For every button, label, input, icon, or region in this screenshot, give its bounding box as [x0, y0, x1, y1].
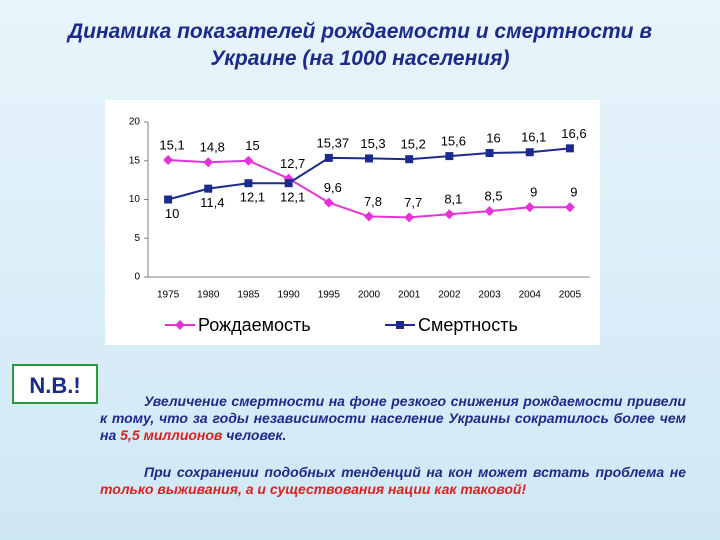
data-label: 7,8 [364, 194, 382, 209]
highlight-text: 5,5 миллионов [120, 427, 223, 443]
data-label: 15 [245, 138, 259, 153]
data-label: 9 [570, 185, 577, 200]
data-label: 16,6 [561, 126, 586, 141]
data-label: 15,3 [360, 136, 385, 151]
data-label: 11,4 [200, 195, 224, 210]
data-label: 9,6 [324, 180, 342, 195]
y-tick-label: 10 [129, 194, 141, 205]
data-label: 15,6 [441, 134, 466, 149]
y-tick-label: 5 [134, 233, 140, 244]
y-tick-label: 20 [129, 117, 141, 128]
data-label: 15,1 [159, 137, 184, 152]
marker [564, 202, 575, 213]
legend-marker [175, 320, 185, 330]
note-text: Увеличение смертности на фоне резкого сн… [100, 393, 686, 443]
x-tick-label: 2002 [438, 290, 461, 301]
marker [524, 202, 535, 213]
highlight-text: только выживания, а и существования наци… [100, 481, 527, 497]
x-tick-label: 2004 [519, 290, 542, 301]
x-tick-label: 2000 [358, 290, 381, 301]
data-label: 12,1 [240, 190, 265, 205]
marker [444, 209, 455, 220]
marker [284, 179, 293, 188]
note-paragraph: При сохранении подобных тенденций на кон… [100, 464, 686, 498]
legend-marker [396, 321, 404, 329]
marker [364, 211, 374, 222]
marker [484, 206, 495, 217]
note-text: При сохранении подобных тенденций на кон… [144, 464, 686, 480]
marker [323, 197, 334, 208]
legend-label: Смертность [418, 315, 518, 335]
marker [404, 212, 415, 223]
marker [203, 157, 214, 168]
data-label: 15,37 [317, 135, 350, 150]
marker [244, 179, 253, 188]
note-paragraph: Увеличение смертности на фоне резкого сн… [100, 393, 686, 444]
data-label: 10 [165, 206, 179, 221]
data-label: 12,7 [280, 156, 305, 171]
marker [164, 195, 173, 204]
data-label: 12,1 [280, 190, 305, 205]
chart-area [105, 100, 600, 345]
chart-title: Динамика показателей рождаемости и смерт… [67, 20, 653, 70]
data-label: 8,1 [444, 192, 462, 207]
x-tick-label: 2005 [559, 290, 582, 301]
marker [324, 153, 333, 162]
marker [445, 152, 454, 161]
marker [204, 184, 213, 193]
notes: Увеличение смертности на фоне резкого сн… [100, 393, 686, 518]
marker [243, 155, 254, 166]
marker [365, 154, 373, 163]
data-label: 15,2 [401, 137, 426, 152]
data-label: 8,5 [485, 189, 503, 204]
x-tick-label: 1995 [318, 290, 341, 301]
marker [163, 154, 174, 165]
marker [565, 144, 574, 153]
y-tick-label: 0 [134, 272, 140, 283]
marker [405, 155, 414, 164]
x-tick-label: 1980 [197, 290, 220, 301]
data-label: 7,7 [404, 195, 422, 210]
legend-label: Рождаемость [198, 315, 311, 335]
x-tick-label: 1990 [278, 290, 301, 301]
x-tick-label: 2001 [398, 290, 421, 301]
x-tick-label: 1985 [237, 290, 260, 301]
data-label: 16 [486, 130, 500, 145]
x-tick-label: 2003 [478, 290, 501, 301]
data-label: 9 [530, 185, 537, 200]
marker [525, 148, 534, 157]
x-tick-label: 1975 [157, 290, 180, 301]
note-text: человек. [222, 427, 287, 443]
data-label: 14,8 [200, 140, 225, 155]
marker [485, 149, 494, 157]
nb-label: N.B.! [12, 364, 98, 404]
data-label: 16,1 [521, 130, 546, 145]
y-tick-label: 15 [129, 155, 141, 166]
